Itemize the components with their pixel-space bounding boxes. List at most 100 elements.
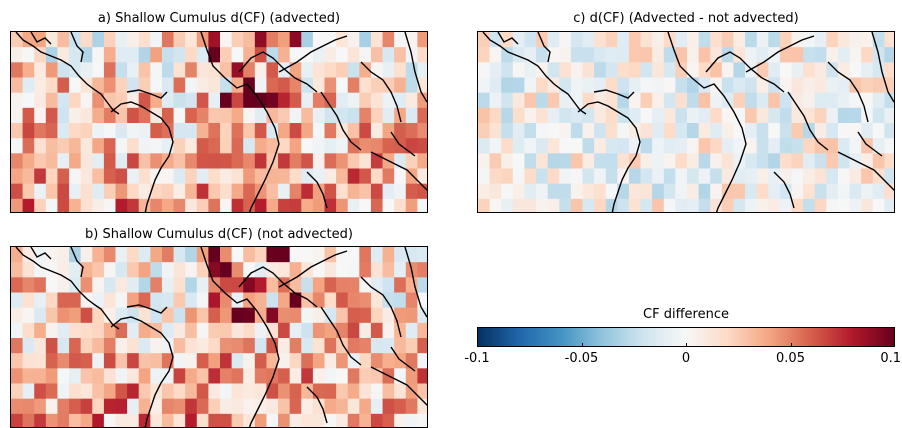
heatmap-cell — [359, 107, 372, 124]
heatmap-cell — [687, 138, 700, 154]
heatmap-cell — [547, 107, 560, 124]
heatmap-cell — [57, 292, 70, 309]
heatmap-cell — [185, 398, 198, 415]
heatmap-cell — [115, 107, 128, 124]
heatmap-cell — [231, 92, 244, 109]
heatmap-cell — [278, 107, 291, 124]
heatmap-cell — [208, 168, 221, 185]
heatmap-cell — [478, 92, 491, 109]
heatmap-cell — [405, 292, 418, 309]
heatmap-cell — [34, 262, 47, 278]
heatmap-cell — [628, 47, 642, 63]
heatmap-cell — [779, 138, 793, 154]
heatmap-cell — [814, 168, 827, 185]
heatmap-cell — [220, 92, 233, 109]
heatmap-cell — [417, 368, 427, 385]
heatmap-cell — [779, 183, 793, 200]
heatmap-cell — [196, 198, 209, 212]
heatmap-cell — [115, 153, 128, 170]
heatmap-cell — [501, 183, 514, 200]
heatmap-cell — [115, 123, 128, 139]
heatmap-cell — [710, 62, 723, 79]
heatmap-cell — [336, 92, 349, 109]
heatmap-cell — [826, 47, 839, 63]
heatmap-cell — [254, 32, 268, 48]
heatmap-cell — [675, 77, 688, 94]
heatmap-cell — [289, 383, 302, 400]
heatmap-cell — [849, 123, 862, 139]
heatmap-cell — [803, 198, 816, 212]
heatmap-cell — [138, 383, 151, 400]
heatmap-cell — [57, 353, 70, 369]
heatmap-cell — [150, 277, 163, 294]
heatmap-cell — [243, 292, 256, 309]
heatmap-cell — [185, 32, 198, 48]
heatmap-cell — [115, 322, 128, 339]
panel-a-heatmap — [11, 32, 427, 212]
heatmap-cell — [150, 262, 163, 278]
heatmap-cell — [289, 77, 302, 94]
heatmap-cell — [115, 383, 128, 400]
heatmap-cell — [687, 47, 700, 63]
heatmap-cell — [640, 32, 653, 48]
heatmap-cell — [22, 277, 35, 294]
heatmap-cell — [11, 368, 24, 385]
heatmap-cell — [208, 307, 221, 324]
heatmap-cell — [127, 277, 140, 294]
coastline-line — [497, 32, 519, 45]
heatmap-cell — [220, 62, 233, 79]
coastline-line — [126, 89, 168, 99]
heatmap-cell — [34, 47, 47, 63]
heatmap-cell — [57, 338, 70, 354]
heatmap-cell — [80, 92, 93, 109]
heatmap-cell — [687, 62, 700, 79]
heatmap-cell — [837, 198, 851, 212]
heatmap-cell — [768, 32, 781, 48]
heatmap-cell — [394, 413, 407, 427]
heatmap-cell — [336, 77, 349, 94]
heatmap-cell — [382, 92, 395, 109]
heatmap-cell — [266, 292, 279, 309]
heatmap-cell — [220, 153, 233, 170]
heatmap-cell — [34, 338, 47, 354]
heatmap-cell — [208, 277, 221, 294]
heatmap-cell — [69, 153, 82, 170]
heatmap-cell — [231, 32, 244, 48]
heatmap-cell — [872, 123, 885, 139]
heatmap-cell — [289, 138, 302, 154]
heatmap-cell — [69, 123, 82, 139]
heatmap-cell — [536, 107, 549, 124]
heatmap-cell — [208, 47, 221, 63]
heatmap-cell — [45, 368, 59, 385]
heatmap-cell — [791, 183, 804, 200]
heatmap-cell — [826, 123, 839, 139]
heatmap-cell — [652, 168, 665, 185]
heatmap-cell — [382, 398, 395, 415]
heatmap-cell — [489, 47, 502, 63]
heatmap-cell — [605, 168, 618, 185]
heatmap-cell — [161, 368, 175, 385]
heatmap-cell — [289, 47, 302, 63]
heatmap-cell — [103, 368, 117, 385]
heatmap-cell — [779, 62, 793, 79]
heatmap-cell — [115, 292, 128, 309]
heatmap-cell — [231, 413, 244, 427]
heatmap-cell — [605, 62, 618, 79]
heatmap-cell — [336, 123, 349, 139]
heatmap-cell — [489, 77, 502, 94]
heatmap-cell — [289, 198, 302, 212]
heatmap-cell — [150, 138, 163, 154]
heatmap-cell — [605, 92, 618, 109]
heatmap-cell — [103, 123, 117, 139]
heatmap-cell — [652, 32, 665, 48]
heatmap-cell — [594, 198, 607, 212]
heatmap-cell — [208, 353, 221, 369]
heatmap-cell — [289, 247, 302, 263]
heatmap-cell — [231, 398, 244, 415]
heatmap-cell — [791, 123, 804, 139]
heatmap-cell — [127, 77, 140, 94]
heatmap-cell — [394, 338, 407, 354]
heatmap-cell — [779, 153, 793, 170]
heatmap-cell — [489, 153, 502, 170]
heatmap-cell — [779, 107, 793, 124]
